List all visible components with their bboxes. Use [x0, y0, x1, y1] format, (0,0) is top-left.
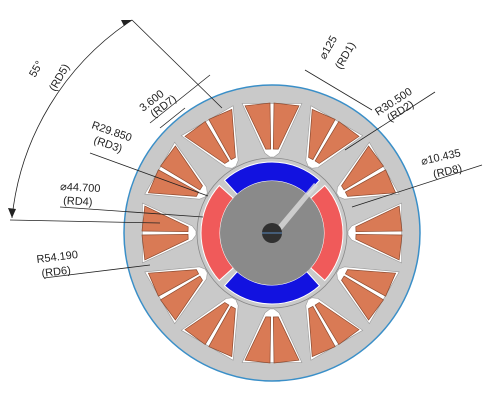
- coil-left: [184, 120, 230, 164]
- coil-left: [141, 233, 189, 261]
- coil-right: [141, 205, 189, 233]
- dim-rd1-value: ⌀125: [317, 34, 340, 62]
- angle-arrow-rd5-top: [121, 20, 132, 26]
- dim-rd4-label: (RD4): [63, 195, 93, 209]
- leader-rd2: [344, 91, 436, 151]
- dim-rd5-value: 55°: [27, 59, 46, 79]
- angle-arc-rd5: [11, 19, 133, 219]
- coil-left: [308, 108, 336, 161]
- coil-right: [272, 102, 300, 150]
- dim-rd6-value: R54.190: [36, 249, 79, 266]
- coil-right: [244, 316, 272, 364]
- coil-right: [208, 108, 236, 161]
- leader-rd7: [149, 74, 211, 124]
- coil-left: [341, 145, 385, 191]
- coil-left: [344, 269, 397, 297]
- coil-left: [314, 302, 360, 346]
- coil-left: [272, 316, 300, 364]
- rotor-magnets: [200, 161, 344, 305]
- leader-rd4: [59, 206, 204, 218]
- leader-rd1: [304, 69, 373, 111]
- coil-left: [355, 205, 403, 233]
- stator-slot: [305, 297, 364, 361]
- coil-right: [341, 275, 385, 321]
- leader-rd7-tick: [159, 107, 186, 129]
- stator-slot: [336, 266, 400, 325]
- rotor-highlight: [276, 183, 318, 232]
- leader-rd8: [351, 164, 483, 208]
- coil-right: [159, 145, 203, 191]
- dim-rd6-label: (RD6): [41, 264, 72, 279]
- dim-rd4-value: ⌀44.700: [60, 181, 101, 195]
- leader-rd3: [89, 152, 209, 197]
- coil-right: [314, 120, 360, 164]
- angle-extension-bottom: [9, 219, 161, 224]
- stator-slot: [180, 297, 239, 361]
- coil-left: [244, 102, 272, 150]
- dim-rd8-label: (RD8): [432, 163, 463, 181]
- stator-slot: [305, 105, 364, 169]
- coil-right: [308, 305, 336, 358]
- stator-slot: [347, 202, 403, 264]
- coil-right: [355, 233, 403, 261]
- angle-extension-top: [131, 19, 223, 109]
- stator-slot: [241, 102, 303, 158]
- stator-slots: [141, 102, 403, 364]
- coil-right: [184, 302, 230, 346]
- stator-slot: [241, 308, 303, 364]
- coil-left: [159, 275, 203, 321]
- stator-slot: [336, 141, 400, 200]
- angle-arrow-rd5-bottom: [8, 208, 16, 218]
- coil-left: [208, 305, 236, 358]
- stator-slot: [144, 266, 208, 325]
- stator-slot: [141, 202, 197, 264]
- coil-right: [147, 269, 200, 297]
- leader-rd6: [43, 264, 151, 279]
- stator-slot: [180, 105, 239, 169]
